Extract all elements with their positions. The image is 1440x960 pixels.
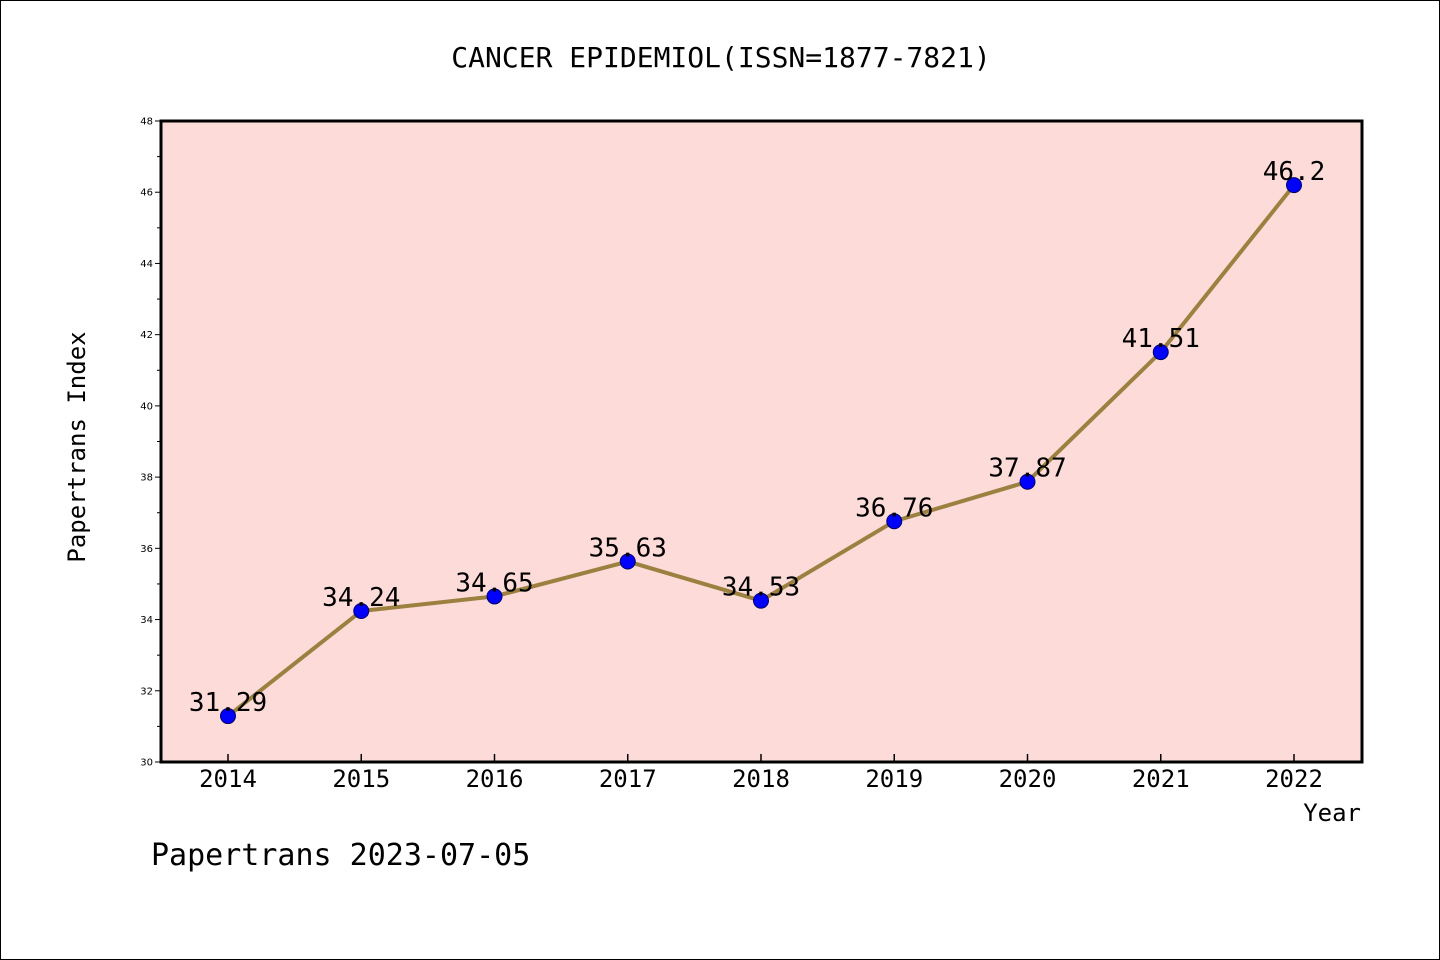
data-point	[619, 553, 636, 570]
x-tick-label: 2020	[999, 765, 1057, 793]
y-axis-label: Papertrans Index	[63, 331, 91, 562]
data-point	[1152, 344, 1169, 361]
data-label: 36.76	[855, 493, 933, 523]
y-tick-label: 42	[140, 330, 153, 341]
x-axis: 2014 2015 2016 2017 2018 2019 2020 2021 2022	[199, 754, 1323, 793]
chart-title: CANCER EPIDEMIOL(ISSN=1877-7821)	[451, 41, 990, 74]
footer-text: Papertrans 2023-07-05	[151, 838, 530, 873]
y-tick-label: 32	[140, 686, 153, 697]
data-label: 35.63	[589, 534, 667, 564]
data-label: 31.29	[189, 688, 267, 718]
data-label: 34.65	[455, 568, 533, 598]
data-point	[353, 603, 370, 620]
data-point	[1286, 177, 1302, 194]
data-point	[753, 592, 769, 609]
data-label: 34.24	[322, 583, 400, 613]
x-tick-label: 2018	[732, 765, 790, 793]
y-axis: 30 32 34 36 38 40 42 44 46 48	[140, 117, 161, 769]
data-point	[1019, 473, 1036, 490]
x-tick-label: 2014	[199, 765, 257, 793]
x-axis-label: Year	[1303, 799, 1361, 827]
data-label: 46.2	[1263, 157, 1326, 187]
y-tick-label: 44	[140, 259, 153, 270]
data-label: 41.51	[1122, 324, 1200, 354]
data-labels-group: 31.29 34.24 34.65 35.63 34.53 36.76 37.87 41.51…	[189, 157, 1325, 718]
x-tick-label: 2016	[466, 765, 524, 793]
x-tick-label: 2022	[1265, 765, 1323, 793]
y-tick-label: 38	[140, 473, 153, 484]
data-point	[220, 708, 236, 725]
plot-frame	[159, 119, 1364, 764]
data-label: 34.53	[722, 573, 800, 603]
x-tick-label: 2015	[332, 765, 390, 793]
plot-area	[161, 121, 1362, 762]
data-label: 37.87	[988, 454, 1066, 484]
y-tick-label: 40	[140, 401, 153, 412]
x-tick-label: 2017	[599, 765, 657, 793]
x-tick-label: 2021	[1132, 765, 1190, 793]
data-point	[486, 588, 503, 605]
data-point	[886, 513, 903, 530]
y-tick-label: 46	[140, 188, 153, 199]
y-tick-label: 48	[140, 117, 153, 128]
y-tick-label: 36	[140, 544, 153, 555]
y-tick-label: 30	[140, 758, 153, 769]
y-tick-label: 34	[140, 615, 153, 626]
x-tick-label: 2019	[865, 765, 923, 793]
series-line-group	[220, 177, 1302, 725]
